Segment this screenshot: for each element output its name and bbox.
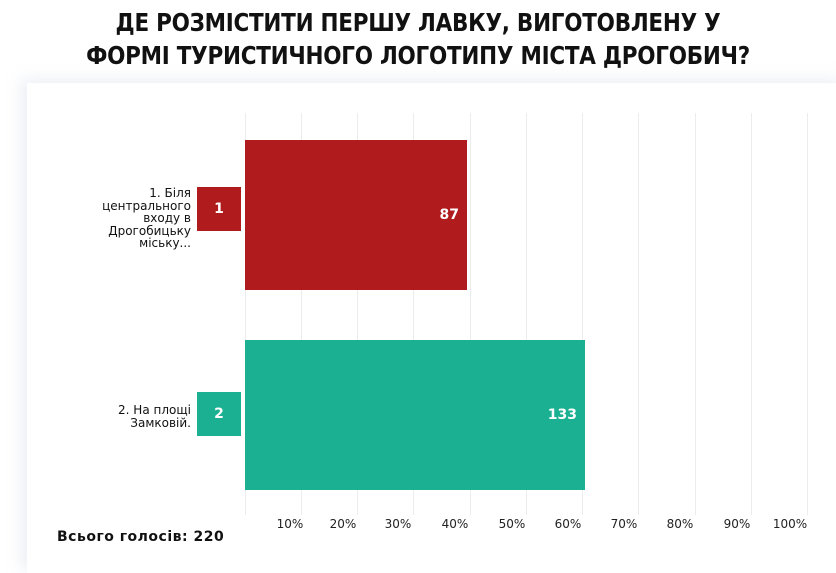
option-1-label-line: входу в xyxy=(143,211,191,225)
gridline-50 xyxy=(526,113,527,515)
option-1-number-badge: 1 xyxy=(197,187,241,231)
option-1-label: 1. Біля центрального входу в Дрогобицьку… xyxy=(102,187,191,250)
x-tick-90: 90% xyxy=(723,517,751,531)
option-1-label-line: Дрогобицьку xyxy=(108,223,191,238)
option-2-number-badge: 2 xyxy=(197,392,241,436)
option-1-votes: 87 xyxy=(439,207,459,223)
gridline-0 xyxy=(245,113,246,515)
x-tick-100: 100% xyxy=(772,517,808,531)
gridline-10 xyxy=(301,113,302,515)
option-1-label-line: міську... xyxy=(139,236,191,250)
chart-title-line-2: ФОРМІ ТУРИСТИЧНОГО ЛОГОТИПУ МІСТА ДРОГОБ… xyxy=(86,41,750,70)
option-2-bar[interactable]: 133 xyxy=(245,340,585,490)
x-tick-20: 20% xyxy=(329,517,357,531)
option-2-label-line: Замковій. xyxy=(130,415,191,430)
x-tick-80: 80% xyxy=(666,517,694,531)
option-2-votes: 133 xyxy=(547,407,577,423)
x-tick-40: 40% xyxy=(441,517,469,531)
option-2-label: 2. На площі Замковій. xyxy=(118,404,191,429)
chart-title: ДЕ РОЗМІСТИТИ ПЕРШУ ЛАВКУ, ВИГОТОВЛЕНУ У… xyxy=(59,6,778,72)
gridline-30 xyxy=(413,113,414,515)
x-tick-30: 30% xyxy=(384,517,412,531)
gridline-40 xyxy=(470,113,471,515)
option-2-label-line: 2. На площі xyxy=(118,403,191,417)
x-tick-10: 10% xyxy=(276,517,304,531)
gridline-100 xyxy=(807,113,808,515)
gridline-90 xyxy=(751,113,752,515)
gridline-20 xyxy=(357,113,358,515)
gridline-80 xyxy=(695,113,696,515)
option-1-label-line: 1. Біля xyxy=(149,186,191,200)
chart-title-line-1: ДЕ РОЗМІСТИТИ ПЕРШУ ЛАВКУ, ВИГОТОВЛЕНУ У xyxy=(115,8,721,37)
total-votes: Всього голосів: 220 xyxy=(57,529,225,545)
gridline-60 xyxy=(582,113,583,515)
option-1-bar[interactable]: 87 xyxy=(245,140,467,290)
option-1-label-line: центрального xyxy=(102,198,191,213)
x-tick-60: 60% xyxy=(554,517,582,531)
x-tick-50: 50% xyxy=(498,517,526,531)
gridline-70 xyxy=(638,113,639,515)
x-tick-70: 70% xyxy=(610,517,638,531)
